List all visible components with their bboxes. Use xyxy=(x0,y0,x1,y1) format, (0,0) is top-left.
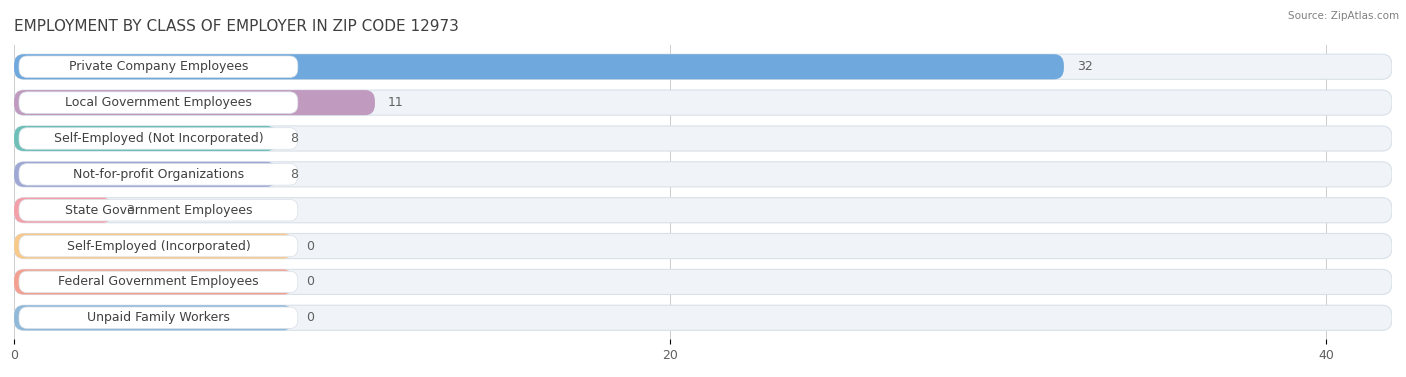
Text: Local Government Employees: Local Government Employees xyxy=(65,96,252,109)
Text: 8: 8 xyxy=(290,132,298,145)
FancyBboxPatch shape xyxy=(20,271,298,293)
Text: 0: 0 xyxy=(307,311,314,324)
FancyBboxPatch shape xyxy=(14,233,1392,259)
FancyBboxPatch shape xyxy=(14,305,292,330)
Text: Private Company Employees: Private Company Employees xyxy=(69,60,247,73)
FancyBboxPatch shape xyxy=(14,126,1392,151)
FancyBboxPatch shape xyxy=(14,162,277,187)
Text: Not-for-profit Organizations: Not-for-profit Organizations xyxy=(73,168,245,181)
FancyBboxPatch shape xyxy=(14,126,277,151)
Text: Unpaid Family Workers: Unpaid Family Workers xyxy=(87,311,229,324)
FancyBboxPatch shape xyxy=(20,92,298,113)
Text: 11: 11 xyxy=(388,96,404,109)
FancyBboxPatch shape xyxy=(14,198,112,223)
FancyBboxPatch shape xyxy=(14,90,375,115)
FancyBboxPatch shape xyxy=(20,128,298,149)
Text: 0: 0 xyxy=(307,276,314,288)
FancyBboxPatch shape xyxy=(20,235,298,257)
FancyBboxPatch shape xyxy=(20,199,298,221)
Text: 32: 32 xyxy=(1077,60,1092,73)
FancyBboxPatch shape xyxy=(14,270,1392,294)
Text: Federal Government Employees: Federal Government Employees xyxy=(58,276,259,288)
FancyBboxPatch shape xyxy=(14,54,1392,79)
Text: Self-Employed (Incorporated): Self-Employed (Incorporated) xyxy=(66,239,250,253)
Text: 0: 0 xyxy=(307,239,314,253)
FancyBboxPatch shape xyxy=(14,162,1392,187)
Text: Self-Employed (Not Incorporated): Self-Employed (Not Incorporated) xyxy=(53,132,263,145)
FancyBboxPatch shape xyxy=(20,56,298,78)
FancyBboxPatch shape xyxy=(20,307,298,328)
FancyBboxPatch shape xyxy=(20,164,298,185)
Text: 3: 3 xyxy=(125,204,134,217)
FancyBboxPatch shape xyxy=(14,198,1392,223)
Text: State Government Employees: State Government Employees xyxy=(65,204,252,217)
FancyBboxPatch shape xyxy=(14,90,1392,115)
Text: 8: 8 xyxy=(290,168,298,181)
FancyBboxPatch shape xyxy=(14,270,292,294)
FancyBboxPatch shape xyxy=(14,233,292,259)
FancyBboxPatch shape xyxy=(14,305,1392,330)
Text: Source: ZipAtlas.com: Source: ZipAtlas.com xyxy=(1288,11,1399,21)
Text: EMPLOYMENT BY CLASS OF EMPLOYER IN ZIP CODE 12973: EMPLOYMENT BY CLASS OF EMPLOYER IN ZIP C… xyxy=(14,19,458,34)
FancyBboxPatch shape xyxy=(14,54,1064,79)
